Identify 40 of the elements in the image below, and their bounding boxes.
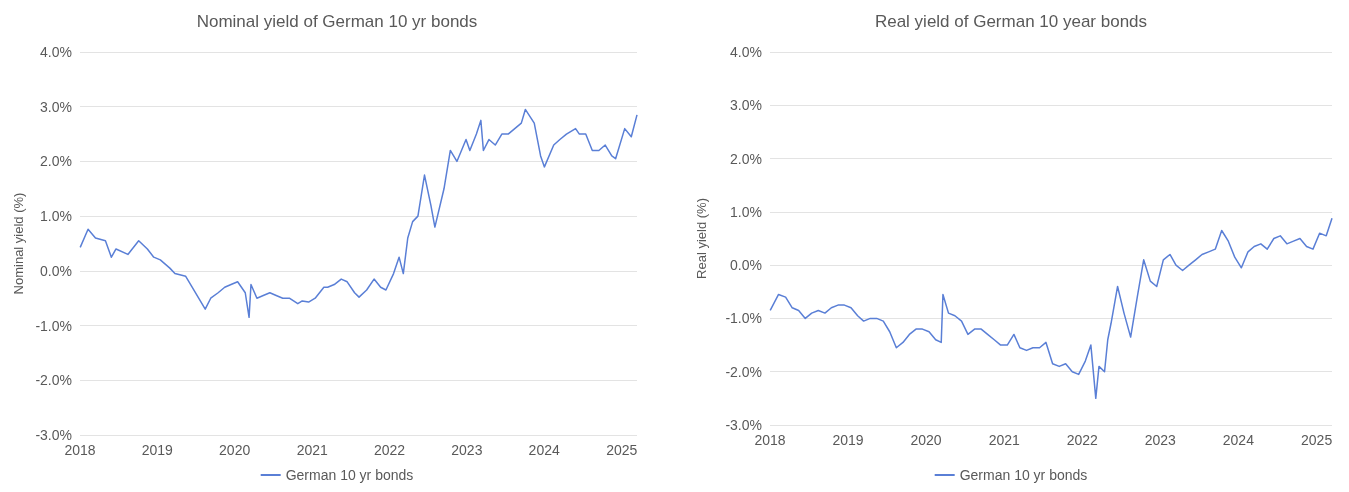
y-tick-label: 3.0%: [730, 97, 762, 114]
x-tick-label: 2024: [1222, 432, 1255, 448]
x-tick-label: 2024: [528, 442, 560, 458]
y-tick-label: 4.0%: [40, 44, 72, 60]
y-tick-label: 2.0%: [40, 153, 72, 170]
y-tick-label: 2.0%: [730, 150, 762, 167]
y-tick-label: -1.0%: [35, 317, 72, 334]
x-tick-label: 2025: [1301, 432, 1333, 448]
x-tick-label: 2019: [832, 432, 864, 448]
y-axis-title: Nominal yield (%): [10, 192, 26, 295]
x-tick-label: 2020: [219, 442, 251, 458]
chart-title: Nominal yield of German 10 yr bonds: [196, 12, 478, 31]
x-tick-label: 2020: [910, 432, 942, 448]
x-tick-label: 2023: [451, 442, 483, 458]
x-tick-label: 2022: [1066, 432, 1099, 448]
y-tick-label: -3.0%: [725, 417, 762, 433]
y-tick-label: -2.0%: [35, 372, 72, 389]
y-tick-label: -2.0%: [725, 363, 762, 380]
line-series: [79, 108, 638, 319]
x-tick-label: 2025: [606, 442, 638, 458]
x-tick-label: 2021: [296, 442, 328, 458]
y-axis-title: Real yield (%): [694, 198, 709, 279]
line-series: [769, 217, 1333, 400]
x-tick-label: 2018: [64, 442, 96, 458]
x-tick-label: 2018: [754, 432, 786, 448]
y-tick-label: 4.0%: [730, 44, 762, 60]
y-tick-label: -1.0%: [725, 310, 762, 327]
x-tick-label: 2023: [1144, 432, 1177, 448]
x-tick-label: 2019: [141, 442, 174, 458]
y-tick-label: 0.0%: [730, 257, 762, 274]
x-tick-label: 2021: [988, 432, 1021, 448]
y-tick-label: 1.0%: [730, 203, 762, 220]
y-tick-label: 3.0%: [40, 98, 72, 115]
legend-label: German 10 yr bonds: [959, 467, 1088, 483]
y-tick-label: 0.0%: [40, 262, 72, 279]
x-tick-label: 2022: [373, 442, 406, 458]
y-tick-label: 1.0%: [40, 208, 72, 225]
y-tick-label: -3.0%: [35, 427, 72, 443]
chart-title: Real yield of German 10 year bonds: [874, 12, 1148, 31]
legend-label: German 10 yr bonds: [285, 467, 414, 483]
